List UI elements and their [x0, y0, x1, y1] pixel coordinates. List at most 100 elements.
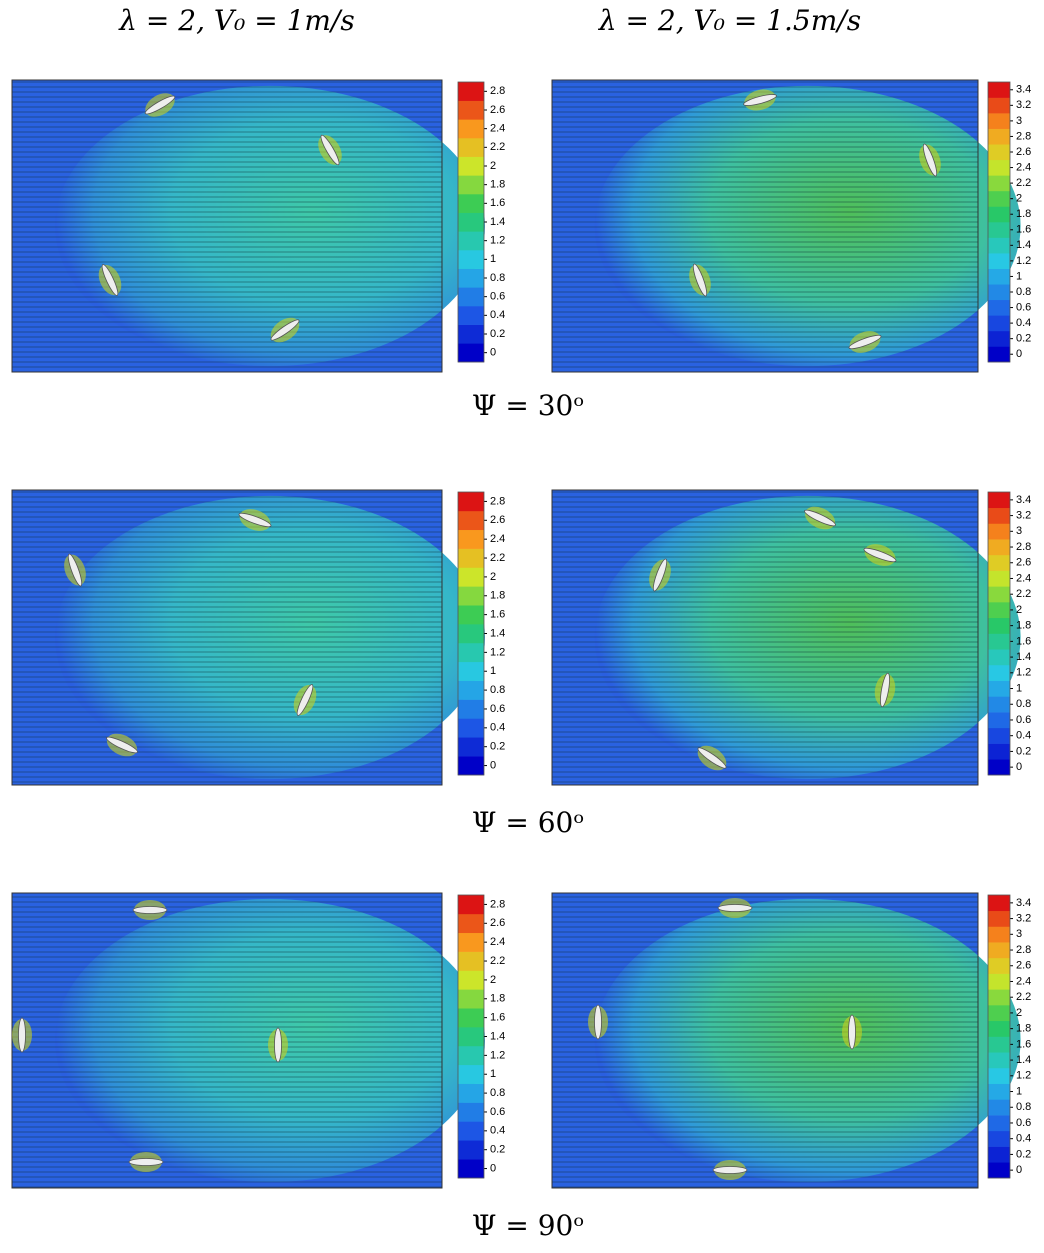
- colorbar-tick-label: 0.4: [1016, 730, 1031, 742]
- colorbar-band: [988, 973, 1010, 990]
- velocity-vectors: [552, 80, 978, 372]
- field-frame: [11, 489, 443, 786]
- colorbar-tick-label: 1.8: [1016, 1023, 1031, 1035]
- colorbar-band: [458, 306, 484, 325]
- blade: [270, 319, 300, 341]
- colorbar-band: [458, 586, 484, 606]
- colorbar-band: [988, 523, 1010, 540]
- colorbar-frame: [987, 81, 1011, 363]
- colorbar-tick-label: 1: [490, 665, 496, 677]
- colorbar-band: [988, 206, 1010, 223]
- colorbar-band: [988, 492, 1010, 509]
- velocity-vectors: [12, 80, 442, 372]
- colorbar-band: [988, 315, 1010, 332]
- colorbar-band: [458, 661, 484, 681]
- field-frame: [551, 892, 979, 1189]
- colorbar-tick-label: 2.6: [1016, 146, 1031, 158]
- flow-field: [551, 79, 1021, 373]
- colorbar-tick-label: 3: [1016, 928, 1022, 940]
- colorbar-tick-label: 0.2: [490, 328, 505, 340]
- colorbar-band: [988, 1005, 1010, 1022]
- blade: [274, 1027, 282, 1063]
- colorbar-tick-label: 1.8: [1016, 620, 1031, 632]
- colorbar-band: [988, 617, 1010, 634]
- colorbar-tick-label: 1.2: [1016, 1070, 1031, 1082]
- colorbar-band: [458, 1045, 484, 1066]
- colorbar-tick-label: 1.8: [490, 590, 505, 602]
- colorbar-band: [458, 194, 484, 213]
- colorbar-band: [458, 1121, 484, 1141]
- field-frame: [551, 79, 979, 373]
- row-label: Ψ = 60ᵒ: [472, 806, 584, 839]
- colorbar-tick-label: 1: [1016, 682, 1022, 694]
- field-frame: [551, 489, 979, 786]
- colorbar-band: [988, 190, 1010, 207]
- colorbar-tick-label: 2.6: [1016, 960, 1031, 972]
- colorbar-tick-label: 1.2: [490, 646, 505, 658]
- colorbar-band: [988, 712, 1010, 729]
- colorbar-band: [988, 680, 1010, 697]
- column-header: λ = 2, V₀ = 1.5m/s: [598, 4, 861, 37]
- colorbar-band: [988, 144, 1010, 161]
- colorbar-tick-label: 2.2: [490, 141, 505, 153]
- blade: [238, 512, 272, 528]
- colorbar-tick-label: 3.4: [1016, 494, 1031, 506]
- blade: [697, 747, 727, 769]
- colorbar-band: [458, 1083, 484, 1103]
- colorbar-tick-label: 0.2: [490, 741, 505, 753]
- colorbar-tick-label: 0.6: [490, 1106, 505, 1118]
- colorbar-band: [988, 222, 1010, 238]
- velocity-vectors: [12, 893, 442, 1188]
- colorbar-tick-label: 1.6: [1016, 224, 1031, 236]
- blade: [848, 334, 882, 350]
- blade: [712, 1166, 748, 1174]
- colorbar-band: [458, 231, 484, 251]
- colorbar-tick-label: 0.4: [490, 722, 505, 734]
- colorbar-tick-label: 2.8: [1016, 130, 1031, 142]
- blade: [128, 1158, 164, 1166]
- blade: [101, 264, 119, 296]
- blade: [922, 143, 938, 177]
- colorbar-tick-label: 1.4: [1016, 1054, 1031, 1066]
- field-frame: [11, 892, 443, 1189]
- flow-field: [551, 489, 1021, 786]
- colorbar-band: [988, 910, 1010, 927]
- field-frame: [11, 79, 443, 373]
- colorbar-tick-label: 2.2: [1016, 177, 1031, 189]
- colorbar-tick-label: 1.4: [490, 1030, 505, 1042]
- colorbar-tick-label: 2.4: [490, 936, 505, 948]
- colorbar-band: [988, 1115, 1010, 1132]
- colorbar-frame: [457, 894, 485, 1179]
- colorbar-tick-label: 2: [490, 160, 496, 172]
- colorbar-band: [988, 554, 1010, 571]
- colorbar-band: [988, 1067, 1010, 1084]
- colorbar-band: [988, 942, 1010, 959]
- colorbar-band: [458, 82, 484, 101]
- colorbar-tick-label: 1.8: [490, 179, 505, 191]
- colorbar-tick-label: 3.2: [1016, 509, 1031, 521]
- colorbar-band: [988, 649, 1010, 666]
- colorbar-band: [988, 633, 1010, 650]
- colorbar-tick-label: 3: [1016, 115, 1022, 127]
- colorbar-band: [988, 895, 1010, 912]
- colorbar-tick-label: 2.8: [1016, 944, 1031, 956]
- colorbar-tick-label: 0.6: [490, 291, 505, 303]
- colorbar-band: [988, 989, 1010, 1006]
- colorbar-tick-label: 0: [1016, 348, 1022, 360]
- colorbar-tick-label: 0.8: [490, 272, 505, 284]
- colorbar-tick-label: 0: [490, 759, 496, 771]
- colorbar-tick-label: 3.2: [1016, 99, 1031, 111]
- colorbar-tick-label: 2.2: [1016, 991, 1031, 1003]
- colorbar-band: [458, 642, 484, 663]
- blade: [863, 547, 897, 563]
- flow-field: [11, 489, 485, 786]
- colorbar-band: [988, 727, 1010, 744]
- colorbar-tick-label: 2.2: [490, 955, 505, 967]
- flow-field: [11, 79, 485, 373]
- colorbar-band: [988, 284, 1010, 301]
- colorbar-band: [988, 759, 1010, 776]
- colorbar-tick-label: 2.6: [1016, 557, 1031, 569]
- colorbar-band: [458, 1159, 484, 1179]
- blade: [880, 672, 890, 708]
